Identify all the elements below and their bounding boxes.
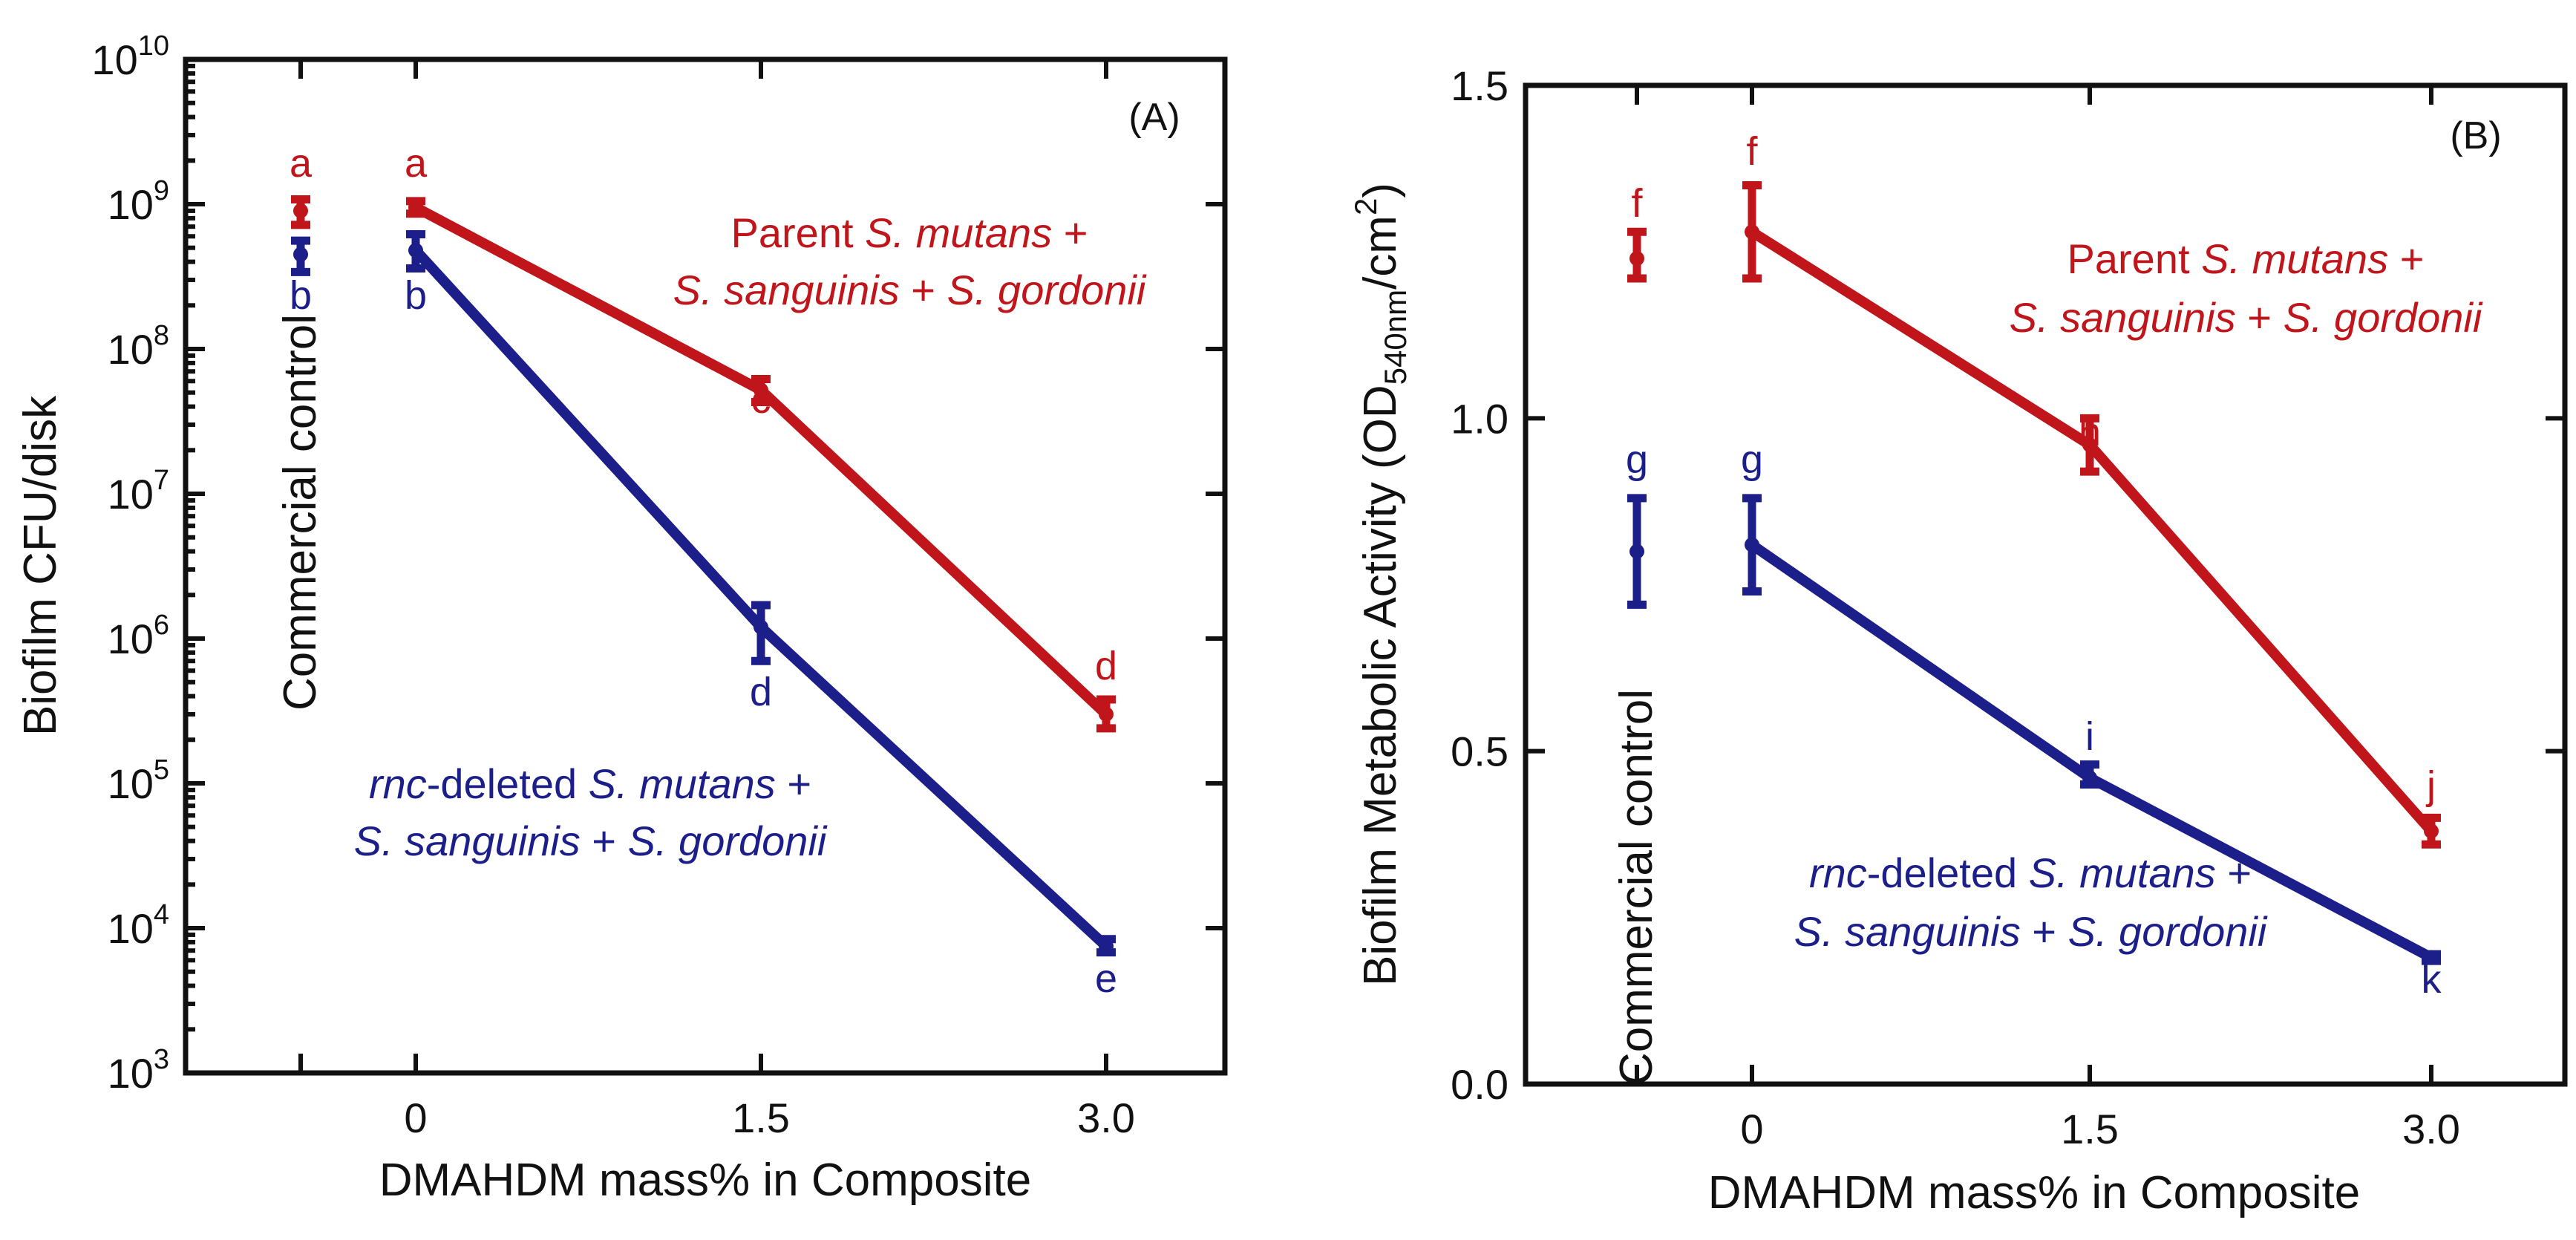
significance-letter: a [290, 141, 313, 186]
significance-letter: c [751, 377, 771, 422]
y-axis-title: Biofilm CFU/disk [15, 395, 66, 736]
data-point-point [753, 382, 768, 398]
data-point-point [1745, 224, 1759, 240]
series-annotation: rnc-deleted S. mutans + [1809, 849, 2252, 896]
y-axis-title: Biofilm Metabolic Activity (OD540nm/cm2) [1348, 183, 1413, 986]
panel-label: (B) [2450, 114, 2501, 157]
significance-letter: i [2085, 714, 2094, 759]
series-annotation: rnc-deleted S. mutans + [369, 760, 811, 807]
significance-letter: g [1626, 437, 1648, 482]
x-tick-label: 3.0 [1077, 1094, 1135, 1141]
significance-letter: k [2422, 957, 2442, 1002]
significance-letter: d [750, 670, 772, 714]
data-point-point [2082, 770, 2097, 786]
significance-letter: j [2425, 763, 2436, 808]
y-tick-label: 0.5 [1451, 728, 1508, 775]
panel-label: (A) [1128, 96, 1180, 139]
x-axis-title: DMAHDM mass% in Composite [379, 1155, 1032, 1206]
x-tick-label: 1.5 [2061, 1106, 2119, 1152]
plot-frame [1523, 82, 2568, 1087]
significance-letter: a [405, 141, 428, 186]
data-point-control [1629, 251, 1644, 267]
data-point-point [2082, 437, 2097, 453]
significance-letter: e [1095, 956, 1117, 1001]
y-tick-label: 108 [108, 320, 169, 373]
y-tick-label: 1010 [91, 30, 169, 83]
data-point-point [1099, 706, 1114, 722]
series-annotation: S. sanguinis + S. gordonii [1794, 908, 2268, 955]
data-point-point [2424, 823, 2439, 839]
y-tick-label: 103 [108, 1044, 169, 1097]
plot-frame [183, 56, 1228, 1076]
y-tick-label: 105 [108, 754, 169, 807]
data-point-point [2424, 950, 2439, 965]
y-tick-label: 1.5 [1451, 62, 1508, 109]
panel-a-chart: 103 104 105 106 107 108 109 1010 0 1.5 3.0 DMAHDM m… [15, 30, 1228, 1206]
y-tick-label: 109 [108, 175, 169, 228]
data-point-point [1745, 537, 1759, 552]
significance-letter: f [1746, 129, 1758, 174]
significance-letter: h [2079, 410, 2101, 454]
data-point-point [408, 200, 423, 215]
x-tick-label: 0 [404, 1094, 427, 1141]
significance-letter: g [1741, 437, 1763, 482]
panel-b-chart: 0.0 0.5 1.0 1.5 0 1.5 3.0 DMAHDM mass% in Compo… [1348, 62, 2568, 1218]
significance-letter: b [290, 273, 312, 318]
y-tick-label: 104 [108, 899, 169, 952]
commercial-control-label: Commercial control [1611, 689, 1662, 1086]
series-annotation: S. sanguinis + S. gordonii [2010, 294, 2483, 341]
y-tick-label: 0.0 [1451, 1061, 1508, 1108]
data-point-control [293, 247, 308, 262]
significance-letter: b [405, 273, 427, 318]
series-annotation: Parent S. mutans + [2067, 235, 2425, 282]
series-annotation: S. sanguinis + S. gordonii [673, 267, 1147, 313]
data-point-control [1629, 544, 1644, 559]
commercial-control-label: Commercial control [275, 314, 326, 711]
significance-letter: f [1631, 181, 1643, 226]
x-tick-label: 0 [1740, 1106, 1763, 1152]
series-annotation: Parent S. mutans + [731, 209, 1088, 256]
y-tick-label: 107 [108, 465, 169, 518]
x-tick-label: 3.0 [2402, 1106, 2460, 1152]
data-point-point [753, 619, 768, 635]
series-annotation: S. sanguinis + S. gordonii [354, 818, 828, 864]
y-tick-label: 1.0 [1451, 395, 1508, 442]
x-axis-title: DMAHDM mass% in Composite [1708, 1167, 2361, 1218]
data-point-point [408, 243, 423, 258]
y-tick-label: 106 [108, 610, 169, 662]
data-point-point [1099, 939, 1114, 954]
data-point-control [293, 203, 308, 218]
x-tick-label: 1.5 [732, 1094, 790, 1141]
significance-letter: d [1095, 644, 1117, 688]
